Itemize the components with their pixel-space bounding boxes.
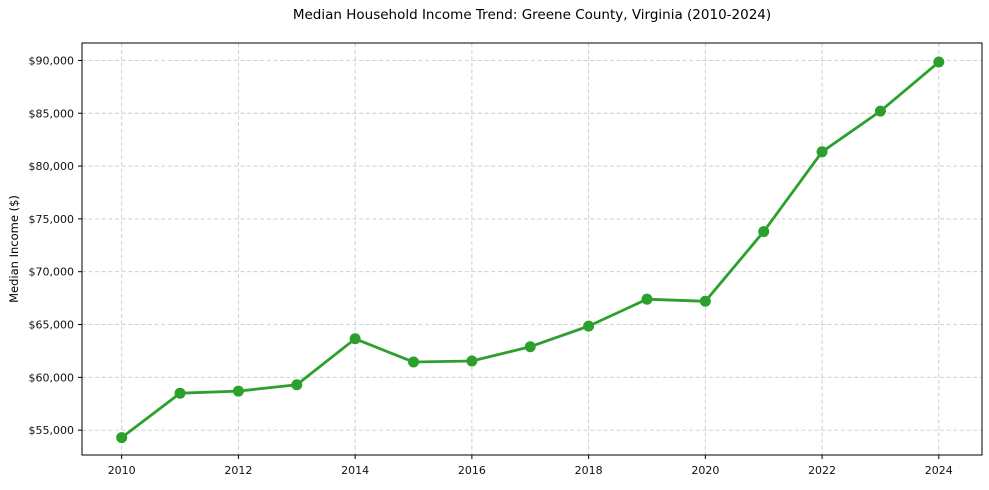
y-tick-label: $55,000: [29, 424, 75, 437]
data-point: [466, 355, 478, 367]
x-tick-label: 2010: [108, 464, 136, 477]
data-point: [874, 105, 886, 117]
y-tick-label: $75,000: [29, 213, 75, 226]
y-tick-label: $85,000: [29, 107, 75, 120]
data-point: [232, 385, 244, 397]
y-tick-label: $65,000: [29, 319, 75, 332]
x-tick-label: 2022: [808, 464, 836, 477]
plot-area: [82, 43, 982, 455]
chart-title: Median Household Income Trend: Greene Co…: [292, 7, 772, 23]
x-tick-label: 2020: [691, 464, 719, 477]
data-point: [583, 320, 595, 332]
data-point: [349, 333, 361, 345]
plot-border: [81, 42, 983, 456]
data-point: [641, 293, 653, 305]
y-tick-label: $70,000: [29, 266, 75, 279]
data-point: [116, 432, 128, 444]
data-point: [524, 341, 536, 353]
y-tick-label: $80,000: [29, 160, 75, 173]
data-point: [816, 146, 828, 158]
data-point: [174, 387, 186, 399]
y-tick-label: $60,000: [29, 371, 75, 384]
data-point: [291, 379, 303, 391]
data-point: [933, 56, 945, 68]
data-point: [758, 226, 770, 238]
y-axis-label: Median Income ($): [7, 195, 21, 303]
x-tick-label: 2024: [925, 464, 953, 477]
y-tick-label: $90,000: [29, 54, 75, 67]
x-tick-label: 2016: [458, 464, 486, 477]
x-tick-label: 2014: [341, 464, 369, 477]
data-point: [408, 356, 420, 368]
x-tick-label: 2012: [224, 464, 252, 477]
data-point: [699, 295, 711, 307]
x-tick-label: 2018: [575, 464, 603, 477]
